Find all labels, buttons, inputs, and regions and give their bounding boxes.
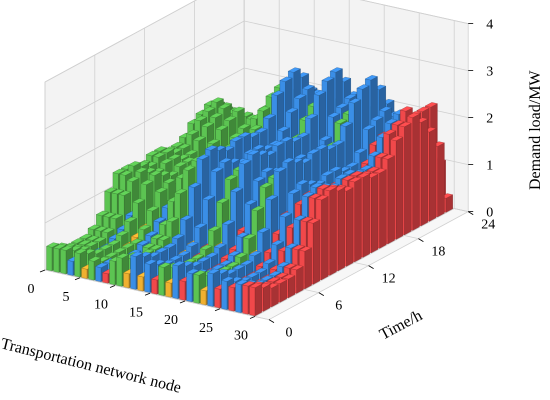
tick-mark — [74, 277, 81, 281]
x-tick-label: 10 — [94, 298, 108, 313]
y-tick-label: 12 — [382, 272, 396, 287]
z-tick-label: 4 — [486, 18, 493, 33]
z-tick-label: 0 — [486, 206, 493, 221]
y-tick-label: 0 — [286, 326, 293, 341]
tick-mark — [368, 265, 374, 269]
z-tick-label: 2 — [486, 112, 493, 127]
x-tick-label: 0 — [28, 282, 35, 297]
bar — [298, 246, 313, 290]
z-axis-title: Demand load/MW — [527, 70, 544, 190]
grid-line-load — [244, 20, 469, 71]
bar — [74, 248, 88, 278]
bars-layer — [46, 67, 454, 317]
y-axis-title: Time/h — [377, 307, 425, 343]
tick-mark — [179, 300, 186, 304]
tick-mark — [467, 211, 474, 215]
grid-line-load — [359, 0, 469, 24]
x-tick-label: 25 — [199, 321, 213, 336]
tick-mark — [109, 285, 116, 288]
tick-mark — [268, 319, 275, 323]
bar — [249, 282, 263, 317]
tick-mark — [39, 269, 46, 273]
tick-mark — [249, 316, 256, 319]
x-tick-label: 15 — [129, 305, 143, 320]
x-tick-label: 20 — [164, 313, 178, 328]
x-axis-title: Transportation network node — [0, 335, 183, 396]
tick-mark — [418, 238, 424, 242]
x-tick-label: 5 — [63, 290, 70, 305]
y-tick-label: 24 — [481, 218, 495, 233]
y-tick-label: 6 — [335, 299, 342, 314]
tick-mark — [318, 292, 325, 296]
bar — [116, 253, 130, 287]
x-tick-label: 30 — [234, 329, 248, 344]
tick-mark — [144, 292, 151, 296]
grid-line-time — [44, 269, 270, 320]
tick-mark — [214, 308, 221, 312]
z-tick-label: 3 — [486, 65, 493, 80]
z-tick-label: 1 — [486, 159, 493, 174]
y-tick-label: 18 — [431, 245, 445, 260]
